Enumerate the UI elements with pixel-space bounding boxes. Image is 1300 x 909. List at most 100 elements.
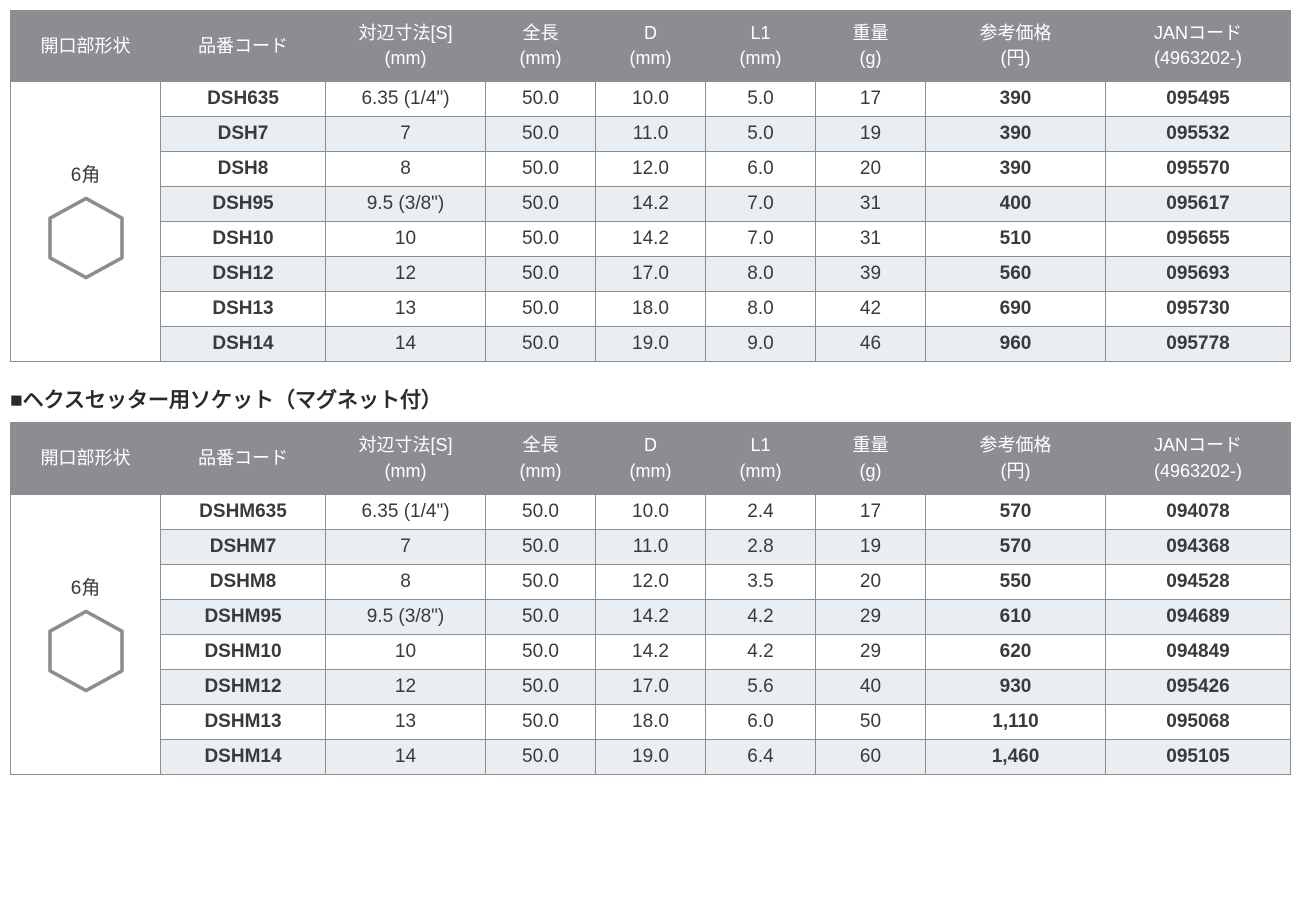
table-row: DSH121250.017.08.039560095693 [11,257,1291,292]
cell-l1: 8.0 [706,292,816,327]
cell-l1: 7.0 [706,222,816,257]
cell-jan: 095068 [1106,704,1291,739]
col-header-l1: L1(mm) [706,11,816,82]
col-header-shape: 開口部形状 [11,11,161,82]
cell-code: DSHM12 [161,669,326,704]
col-header-d: D(mm) [596,11,706,82]
cell-len: 50.0 [486,187,596,222]
spec-table: 開口部形状品番コード対辺寸法[S](mm)全長(mm)D(mm)L1(mm)重量… [10,10,1291,362]
cell-s: 6.35 (1/4") [326,82,486,117]
cell-price: 690 [926,292,1106,327]
cell-s: 8 [326,564,486,599]
cell-code: DSHM10 [161,634,326,669]
cell-l1: 6.0 [706,704,816,739]
cell-len: 50.0 [486,117,596,152]
cell-w: 29 [816,599,926,634]
hexagon-icon [41,606,131,696]
cell-code: DSH13 [161,292,326,327]
section-title: ■ヘクスセッター用ソケット（マグネット付） [10,384,1290,414]
cell-w: 39 [816,257,926,292]
table-row: DSH101050.014.27.031510095655 [11,222,1291,257]
col-header-l1: L1(mm) [706,423,816,494]
table-row: DSHM7750.011.02.819570094368 [11,529,1291,564]
cell-len: 50.0 [486,704,596,739]
cell-s: 13 [326,292,486,327]
cell-len: 50.0 [486,82,596,117]
shape-cell: 6角 [11,494,161,774]
col-header-w: 重量(g) [816,423,926,494]
table-row: DSH959.5 (3/8")50.014.27.031400095617 [11,187,1291,222]
col-header-s: 対辺寸法[S](mm) [326,11,486,82]
cell-price: 570 [926,494,1106,529]
cell-s: 13 [326,704,486,739]
table-row: DSH141450.019.09.046960095778 [11,327,1291,362]
col-header-jan: JANコード(4963202-) [1106,423,1291,494]
cell-price: 1,460 [926,739,1106,774]
cell-len: 50.0 [486,222,596,257]
cell-jan: 094528 [1106,564,1291,599]
cell-w: 17 [816,494,926,529]
cell-jan: 095778 [1106,327,1291,362]
cell-code: DSH12 [161,257,326,292]
cell-s: 10 [326,222,486,257]
hexagon-icon [41,193,131,283]
cell-d: 10.0 [596,82,706,117]
cell-len: 50.0 [486,599,596,634]
col-header-len: 全長(mm) [486,11,596,82]
cell-jan: 095532 [1106,117,1291,152]
cell-jan: 095693 [1106,257,1291,292]
cell-jan: 094368 [1106,529,1291,564]
cell-s: 14 [326,327,486,362]
cell-l1: 8.0 [706,257,816,292]
cell-d: 14.2 [596,187,706,222]
cell-code: DSHM635 [161,494,326,529]
cell-w: 19 [816,117,926,152]
table-row: DSHM131350.018.06.0501,110095068 [11,704,1291,739]
cell-d: 19.0 [596,327,706,362]
col-header-s: 対辺寸法[S](mm) [326,423,486,494]
cell-w: 50 [816,704,926,739]
cell-d: 19.0 [596,739,706,774]
cell-l1: 5.6 [706,669,816,704]
shape-label: 6角 [15,573,156,600]
col-header-d: D(mm) [596,423,706,494]
cell-len: 50.0 [486,494,596,529]
cell-price: 1,110 [926,704,1106,739]
table-row: DSH8850.012.06.020390095570 [11,152,1291,187]
cell-len: 50.0 [486,327,596,362]
cell-price: 560 [926,257,1106,292]
cell-price: 390 [926,82,1106,117]
table-row: DSHM101050.014.24.229620094849 [11,634,1291,669]
cell-l1: 3.5 [706,564,816,599]
cell-w: 46 [816,327,926,362]
cell-jan: 095105 [1106,739,1291,774]
col-header-shape: 開口部形状 [11,423,161,494]
cell-s: 9.5 (3/8") [326,187,486,222]
cell-code: DSHM8 [161,564,326,599]
cell-code: DSH10 [161,222,326,257]
cell-price: 510 [926,222,1106,257]
cell-l1: 9.0 [706,327,816,362]
cell-w: 31 [816,222,926,257]
cell-len: 50.0 [486,669,596,704]
cell-l1: 5.0 [706,117,816,152]
cell-jan: 094689 [1106,599,1291,634]
col-header-w: 重量(g) [816,11,926,82]
cell-len: 50.0 [486,634,596,669]
table-row: 6角 DSHM6356.35 (1/4")50.010.02.417570094… [11,494,1291,529]
cell-s: 9.5 (3/8") [326,599,486,634]
table-row: DSHM121250.017.05.640930095426 [11,669,1291,704]
cell-len: 50.0 [486,292,596,327]
cell-w: 40 [816,669,926,704]
cell-d: 14.2 [596,222,706,257]
cell-price: 570 [926,529,1106,564]
col-header-price: 参考価格(円) [926,423,1106,494]
cell-price: 960 [926,327,1106,362]
table-row: DSHM959.5 (3/8")50.014.24.229610094689 [11,599,1291,634]
table-header-row: 開口部形状品番コード対辺寸法[S](mm)全長(mm)D(mm)L1(mm)重量… [11,11,1291,82]
cell-price: 390 [926,152,1106,187]
table-header-row: 開口部形状品番コード対辺寸法[S](mm)全長(mm)D(mm)L1(mm)重量… [11,423,1291,494]
cell-l1: 5.0 [706,82,816,117]
cell-d: 12.0 [596,564,706,599]
cell-price: 550 [926,564,1106,599]
